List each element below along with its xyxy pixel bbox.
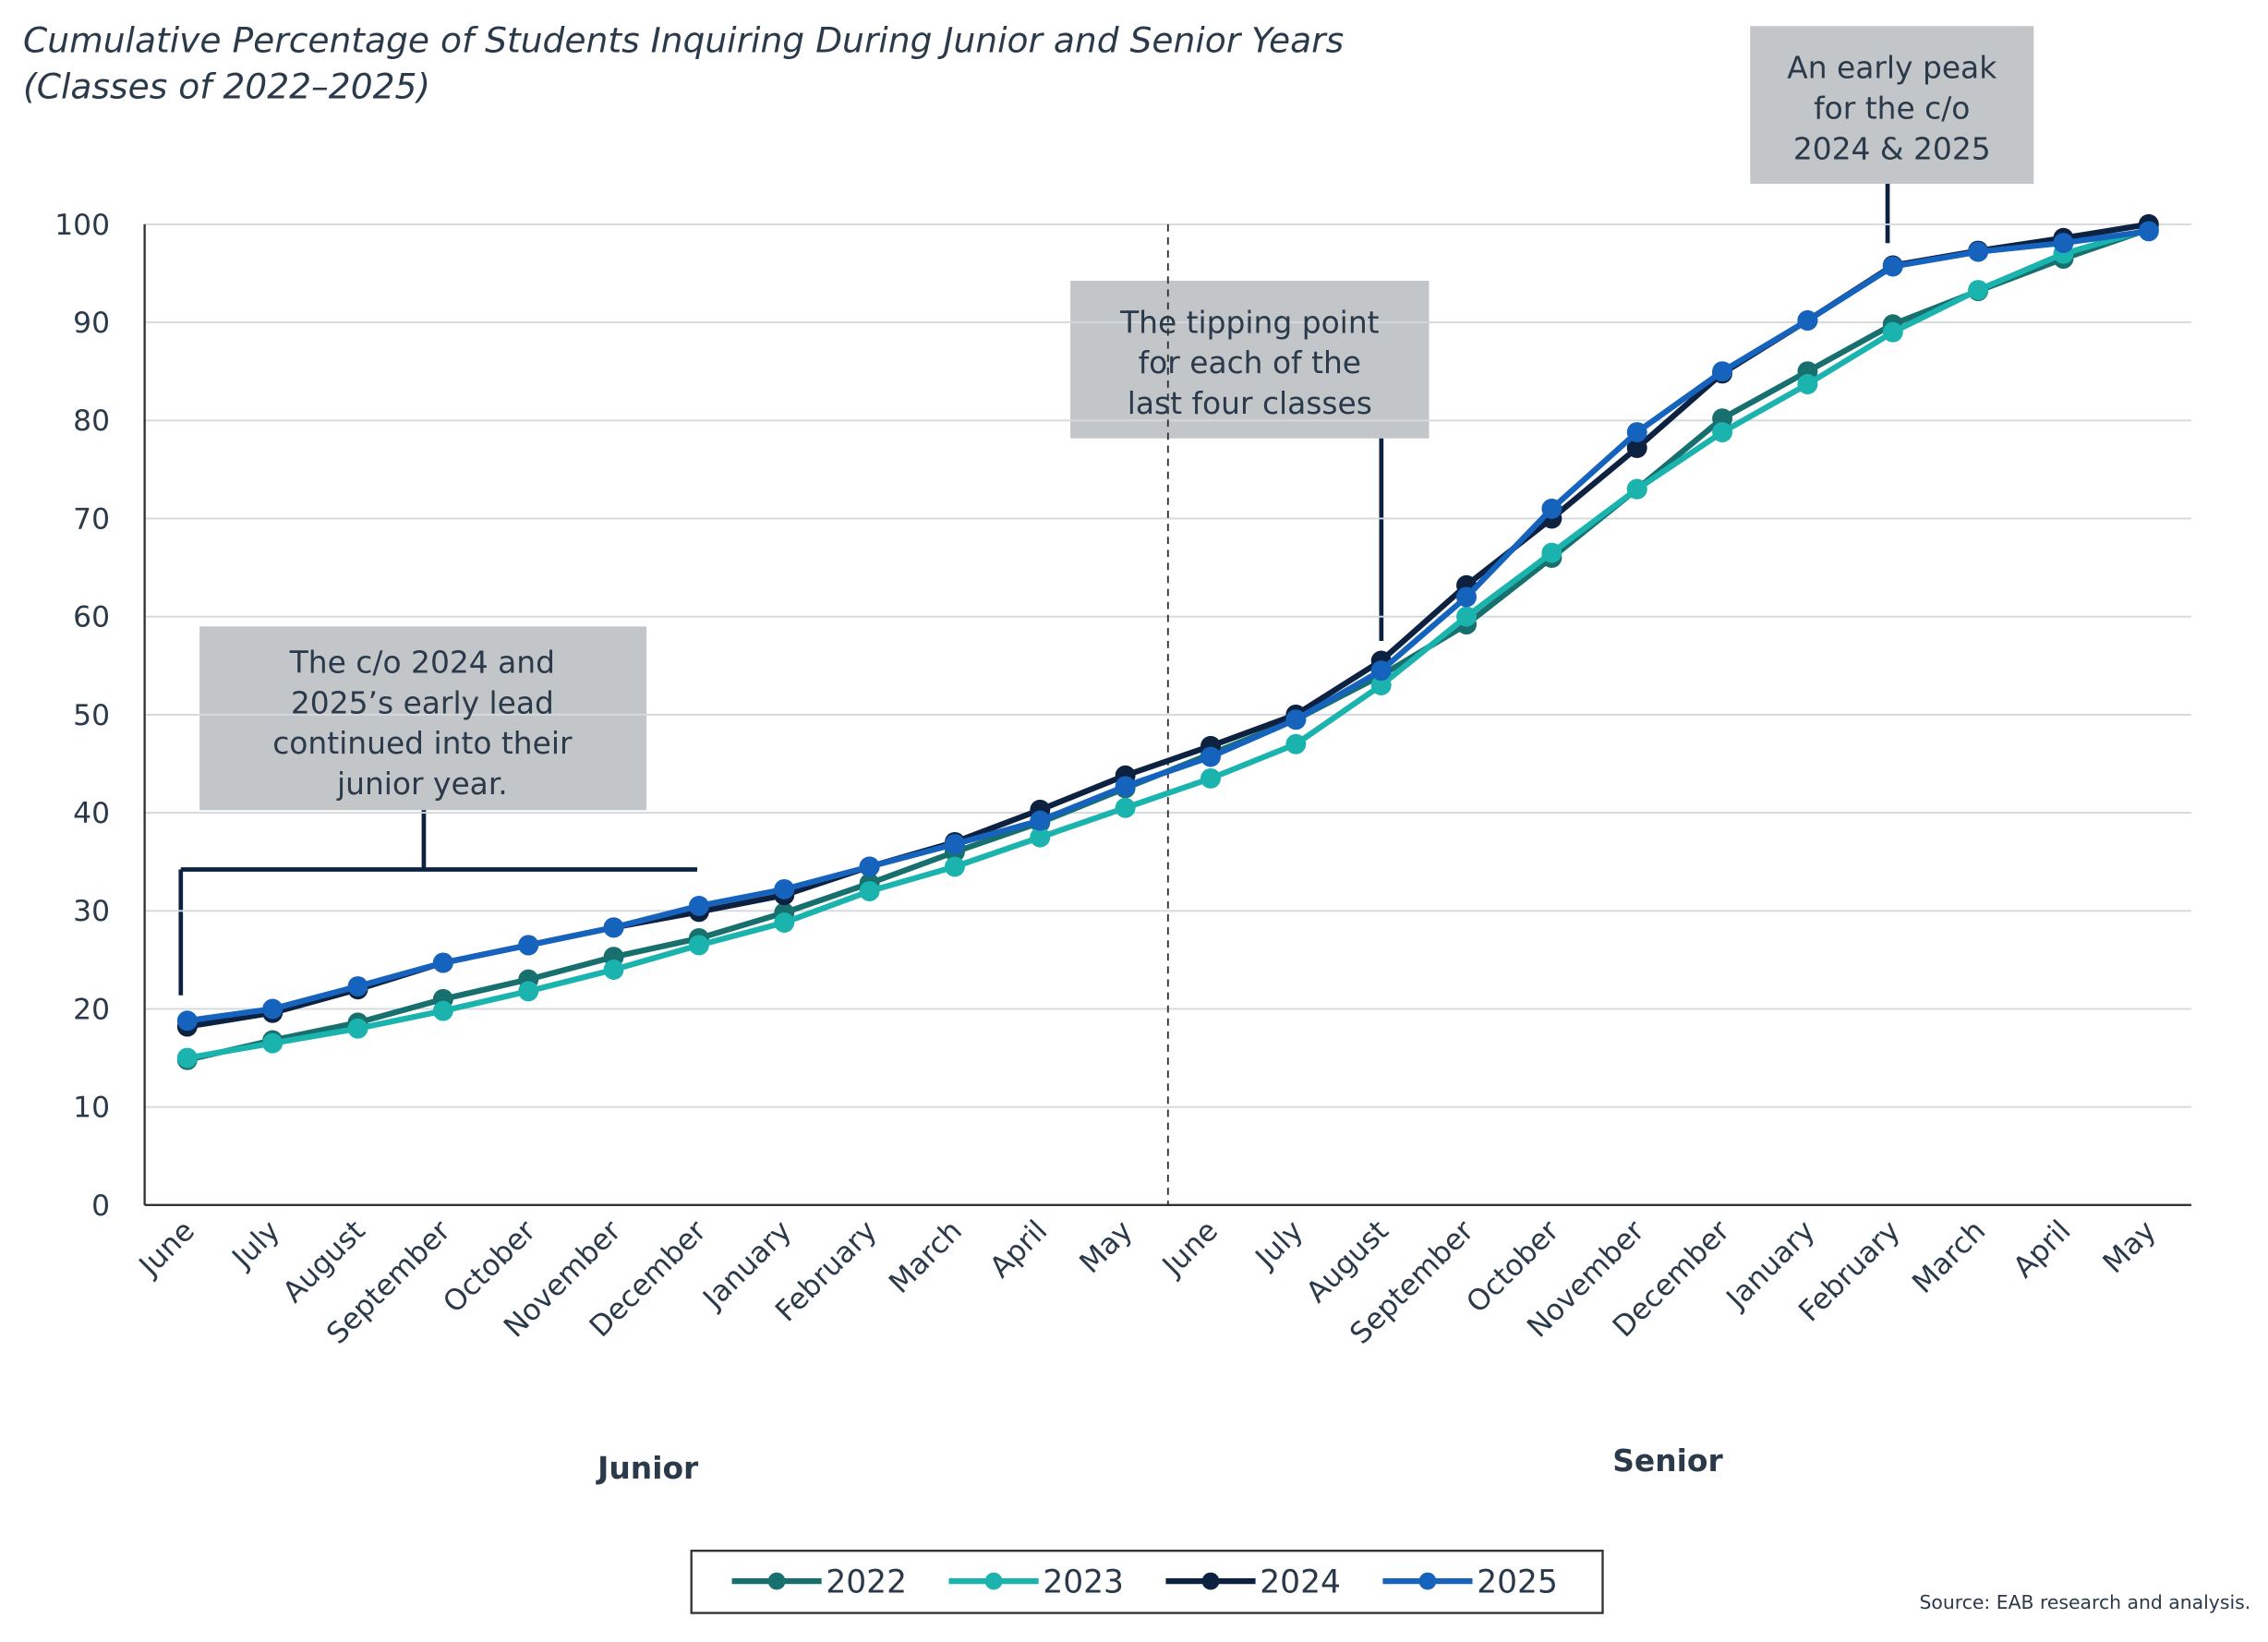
y-tick-label: 40	[73, 797, 110, 830]
data-point	[1797, 309, 1818, 331]
x-tick-label: March	[883, 1214, 969, 1300]
x-tick-label: April	[2007, 1214, 2077, 1285]
data-point	[2053, 233, 2074, 254]
x-tick-label: July	[1249, 1214, 1310, 1276]
y-tick-label: 30	[73, 895, 110, 928]
data-point	[688, 935, 709, 956]
annotation-bracket	[178, 810, 697, 996]
annotation-text: The tipping point	[1119, 304, 1380, 340]
x-tick-label: June	[132, 1214, 201, 1284]
data-point	[1712, 422, 1733, 442]
data-point	[1285, 709, 1307, 730]
legend-marker	[1201, 1572, 1220, 1590]
y-tick-label: 90	[73, 307, 110, 340]
legend-marker	[767, 1572, 786, 1590]
annotation-text: 2025’s early lead	[291, 684, 554, 720]
data-point	[1115, 776, 1136, 797]
data-point	[347, 976, 368, 997]
data-point	[944, 856, 965, 877]
legend-label: 2024	[1260, 1564, 1341, 1601]
chart-subtitle: (Classes of 2022–2025)	[23, 66, 430, 107]
annotation-text: last four classes	[1128, 385, 1372, 421]
data-point	[1541, 542, 1562, 563]
annotation-box	[1070, 280, 1430, 439]
data-point	[1456, 586, 1477, 608]
data-point	[1200, 746, 1221, 767]
annotation-text: junior year.	[336, 766, 508, 802]
source-note: Source: EAB research and analysis.	[1919, 1591, 2250, 1613]
x-tick-label: July	[225, 1214, 287, 1276]
data-point	[603, 960, 624, 980]
data-point	[1370, 660, 1392, 682]
data-point	[1370, 675, 1392, 695]
series-line	[187, 226, 2150, 1061]
data-point	[1200, 767, 1221, 789]
annotation-text: The c/o 2024 and	[289, 644, 555, 680]
data-point	[859, 856, 880, 877]
annotation-box	[199, 626, 647, 811]
data-point	[774, 912, 795, 933]
legend-label: 2025	[1477, 1564, 1558, 1601]
data-point	[262, 1032, 284, 1054]
x-group-label: Senior	[1612, 1443, 1723, 1479]
data-point	[1030, 810, 1051, 831]
legend-label: 2022	[826, 1564, 907, 1601]
annotation-text: 2024 & 2025	[1793, 130, 1991, 166]
data-point	[1968, 241, 1989, 262]
data-point	[1882, 321, 1903, 343]
chart-title: Cumulative Percentage of Students Inquir…	[23, 19, 1344, 60]
y-tick-label: 70	[73, 502, 110, 536]
data-point	[1626, 438, 1647, 458]
y-tick-label: 10	[73, 1092, 110, 1125]
data-point	[347, 1018, 368, 1039]
x-group-label: Junior	[596, 1450, 699, 1486]
x-tick-label: June	[1155, 1214, 1224, 1284]
data-point	[774, 878, 795, 899]
data-point	[1456, 606, 1477, 627]
data-point	[1626, 422, 1647, 442]
data-point	[944, 834, 965, 855]
legend-marker	[1418, 1572, 1437, 1590]
annotation-text: continued into their	[272, 725, 573, 761]
data-point	[1115, 797, 1136, 818]
y-tick-label: 60	[73, 601, 110, 634]
data-point	[432, 952, 453, 973]
y-tick-label: 80	[73, 404, 110, 438]
data-point	[2138, 221, 2159, 242]
data-point	[1712, 361, 1733, 382]
data-point	[859, 881, 880, 901]
data-point	[1882, 256, 1903, 277]
data-point	[1285, 733, 1307, 755]
annotation-text: An early peak	[1787, 50, 1997, 86]
data-point	[603, 917, 624, 938]
annotation-box	[1750, 26, 2034, 185]
x-tick-label: March	[1906, 1214, 1992, 1300]
data-point	[432, 1000, 453, 1021]
y-tick-label: 50	[73, 699, 110, 732]
data-point	[518, 935, 539, 956]
series-line	[187, 228, 2150, 1024]
data-point	[1626, 478, 1647, 500]
data-point	[262, 998, 284, 1020]
data-point	[1030, 827, 1051, 848]
x-tick-label: May	[1073, 1214, 1139, 1280]
data-point	[176, 1010, 198, 1032]
y-tick-label: 20	[73, 993, 110, 1026]
annotation-text: for the c/o	[1814, 91, 1970, 127]
data-point	[1541, 498, 1562, 519]
y-tick-label: 100	[54, 209, 110, 242]
legend-marker	[984, 1572, 1003, 1590]
annotation-text: for each of the	[1139, 344, 1361, 380]
data-point	[518, 981, 539, 1002]
data-point	[1797, 374, 1818, 394]
data-point	[688, 895, 709, 916]
x-tick-label: April	[983, 1214, 1054, 1285]
data-point	[176, 1047, 198, 1069]
y-tick-label: 0	[91, 1189, 110, 1223]
data-point	[1968, 280, 1989, 301]
legend-label: 2023	[1043, 1564, 1124, 1601]
x-tick-label: May	[2097, 1214, 2163, 1280]
